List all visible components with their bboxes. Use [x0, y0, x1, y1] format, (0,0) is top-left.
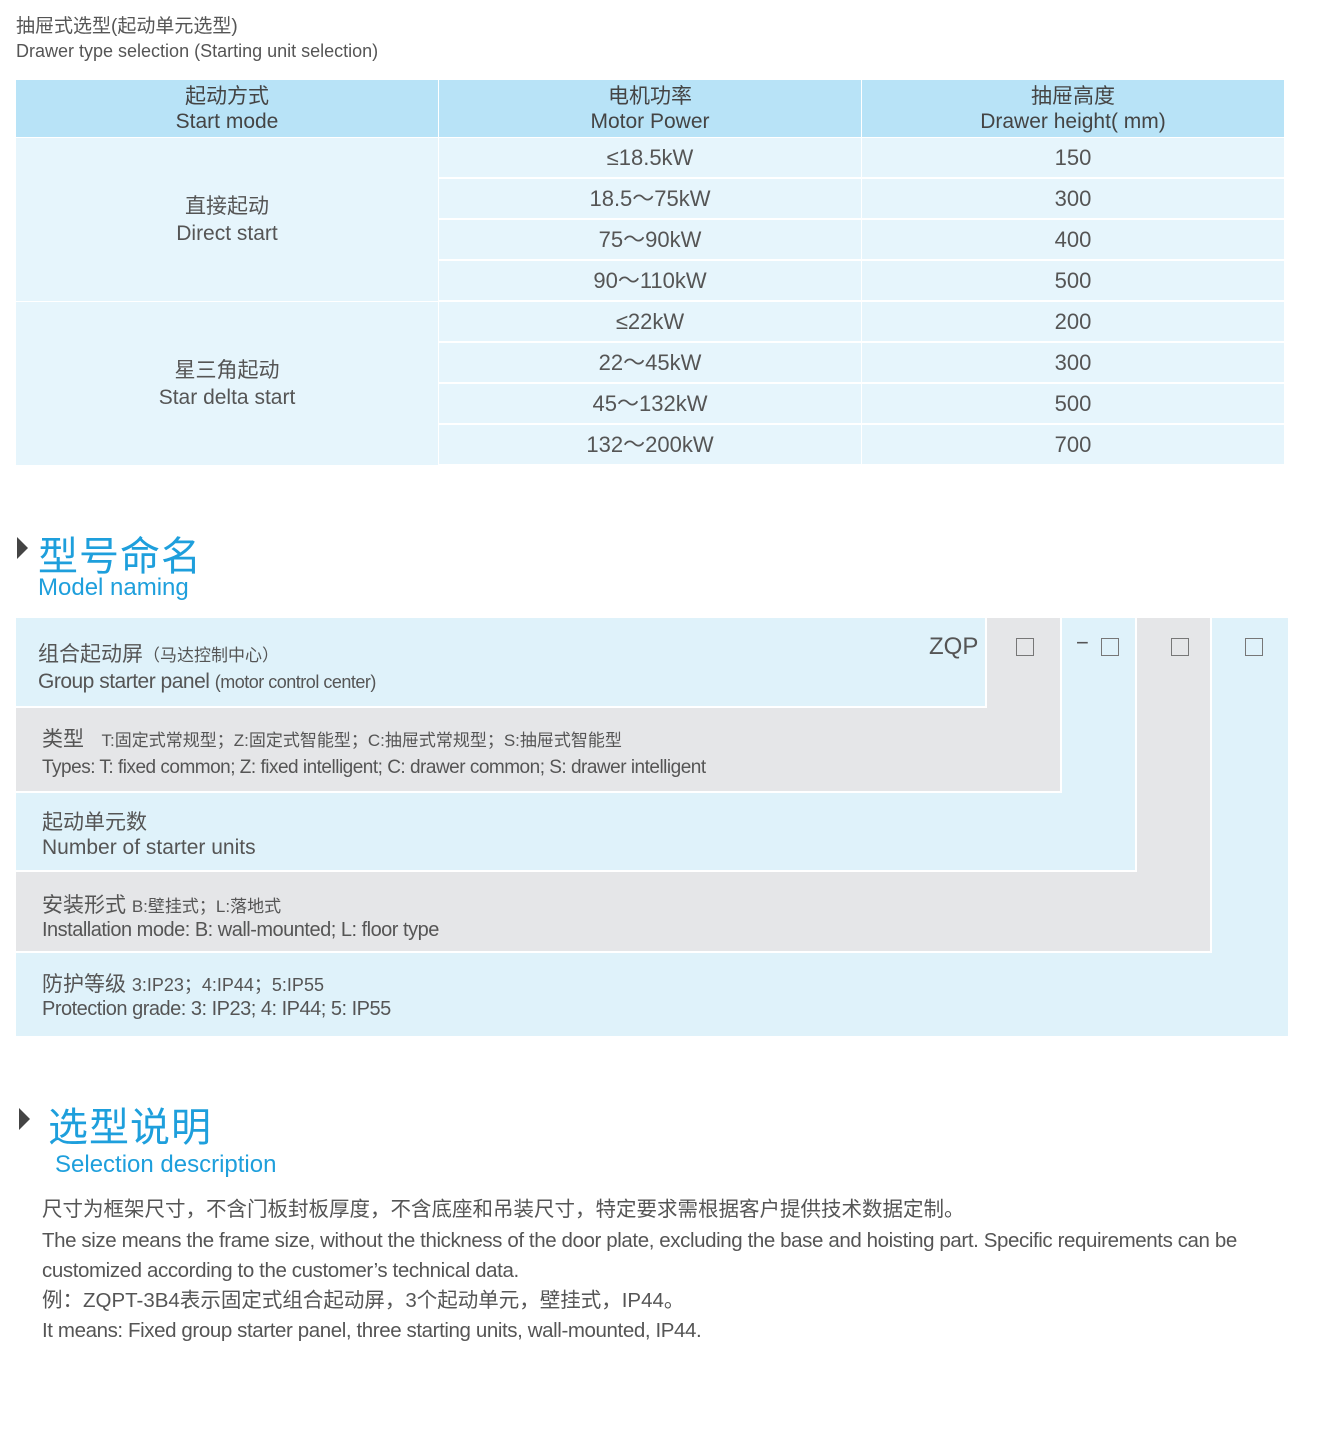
row-cn-note: （马达控制中心）: [143, 646, 279, 665]
example-line-cn: 例：ZQPT-3B4表示固定式组合起动屏，3个起动单元，壁挂式，IP44。: [42, 1289, 685, 1312]
row-cn-note: T:固定式常规型；Z:固定式智能型；C:抽屉式常规型；S:抽屉式智能型: [101, 731, 622, 750]
motor-power-cell: ≤22kW: [439, 302, 861, 341]
header-en: Drawer height( mm): [980, 110, 1166, 133]
motor-power-cell: 75～90kW: [439, 220, 861, 259]
motor-power-cell: 90～110kW: [439, 261, 861, 300]
motor-power-cell: ≤18.5kW: [439, 138, 861, 177]
protection-cn: 防护等级 3:IP23；4:IP44；5:IP55: [42, 968, 324, 998]
section-arrow-icon: [19, 1108, 30, 1130]
selection-line-cn: 尺寸为框架尺寸，不含门板封板厚度，不含底座和吊装尺寸，特定要求需根据客户提供技术…: [42, 1198, 965, 1221]
example-line-en: It means: Fixed group starter panel, thr…: [42, 1319, 702, 1342]
row-cn: 防护等级: [42, 973, 126, 996]
header-drawer-height: 抽屉高度 Drawer height( mm): [862, 80, 1284, 137]
types-cn: 类型 T:固定式常规型；Z:固定式智能型；C:抽屉式常规型；S:抽屉式智能型: [42, 723, 622, 753]
header-cn: 起动方式: [185, 85, 269, 108]
model-dash: −: [1076, 630, 1089, 655]
header-start-mode: 起动方式 Start mode: [16, 80, 438, 137]
group-panel-cn: 组合起动屏（马达控制中心）: [38, 638, 279, 668]
header-motor-power: 电机功率 Motor Power: [439, 80, 861, 137]
row-cn: 安装形式: [42, 894, 126, 917]
drawer-height-cell: 400: [862, 220, 1284, 259]
drawer-height-cell: 150: [862, 138, 1284, 177]
header-en: Start mode: [175, 110, 279, 133]
model-prefix: ZQP: [929, 633, 979, 660]
drawer-height-cell: 300: [862, 179, 1284, 218]
installation-placeholder-box: [1171, 638, 1189, 656]
types-en: Types: T: fixed common; Z: fixed intelli…: [42, 757, 706, 778]
drawer-height-cell: 500: [862, 384, 1284, 423]
header-cn: 抽屉高度: [1031, 85, 1115, 108]
selection-line-en: The size means the frame size, without t…: [42, 1229, 1237, 1282]
drawer-height-cell: 200: [862, 302, 1284, 341]
section-arrow-icon: [17, 537, 28, 559]
start-mode-en: Direct start: [176, 221, 278, 245]
installation-en: Installation mode: B: wall-mounted; L: f…: [42, 919, 439, 941]
motor-power-cell: 132～200kW: [439, 425, 861, 464]
type-placeholder-box: [1016, 638, 1034, 656]
start-mode-cn: 直接起动: [185, 194, 269, 218]
protection-en: Protection grade: 3: IP23; 4: IP44; 5: I…: [42, 998, 391, 1020]
row-cn-note: B:壁挂式；L:落地式: [131, 897, 282, 916]
row-en: Group starter panel: [38, 670, 210, 693]
units-cn: 起动单元数: [42, 811, 147, 834]
units-placeholder-box: [1101, 638, 1119, 656]
row-cn: 类型: [42, 728, 84, 751]
drawer-title-en: Drawer type selection (Starting unit sel…: [16, 41, 379, 61]
model-naming-title-en: Model naming: [38, 574, 189, 601]
drawer-height-cell: 700: [862, 425, 1284, 464]
motor-power-cell: 18.5～75kW: [439, 179, 861, 218]
motor-power-cell: 45～132kW: [439, 384, 861, 423]
drawer-title-cn: 抽屉式选型(起动单元选型): [16, 16, 238, 37]
header-cn: 电机功率: [608, 85, 692, 108]
units-en: Number of starter units: [42, 836, 256, 859]
model-naming-title-cn: 型号命名: [38, 535, 202, 579]
selection-title-cn: 选型说明: [48, 1106, 212, 1150]
layer-group-panel: [16, 618, 987, 708]
drawer-height-cell: 300: [862, 343, 1284, 382]
start-mode-cell: 直接起动 Direct start: [16, 138, 438, 301]
row-cn: 组合起动屏: [38, 643, 143, 666]
start-mode-cell: 星三角起动 Star delta start: [16, 302, 438, 465]
installation-cn: 安装形式 B:壁挂式；L:落地式: [42, 889, 281, 919]
protection-placeholder-box: [1245, 638, 1263, 656]
drawer-height-cell: 500: [862, 261, 1284, 300]
row-en-note: (motor control center): [214, 672, 377, 692]
header-en: Motor Power: [590, 110, 710, 133]
row-cn-note: 3:IP23；4:IP44；5:IP55: [131, 975, 324, 995]
selection-title-en: Selection description: [55, 1151, 277, 1178]
start-mode-cn: 星三角起动: [174, 358, 280, 382]
motor-power-cell: 22～45kW: [439, 343, 861, 382]
group-panel-en: Group starter panel (motor control cente…: [38, 670, 376, 694]
start-mode-en: Star delta start: [158, 385, 296, 409]
